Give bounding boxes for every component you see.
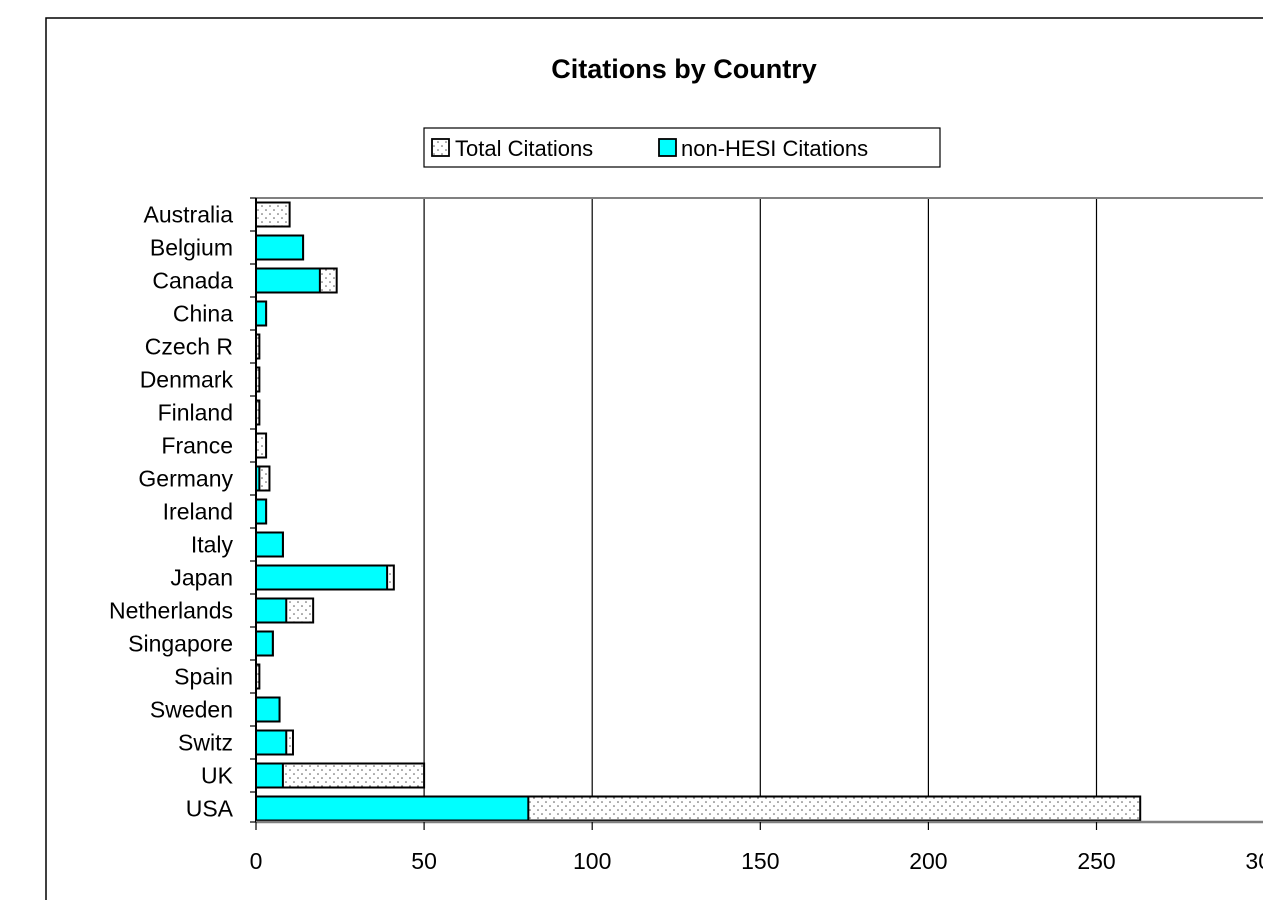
y-tick-label: Italy: [191, 532, 234, 558]
x-tick-label: 150: [741, 848, 779, 874]
bar-non-hesi-citations: [255, 795, 530, 822]
legend-swatch-non-hesi: [658, 138, 677, 157]
y-tick-label: China: [173, 301, 233, 327]
legend-box: [423, 127, 941, 168]
bar-non-hesi-citations: [255, 762, 284, 789]
plot-area: Australia Belgium Canada China Czech R Denmar…: [109, 197, 1263, 874]
bar-non-hesi-citations: [255, 300, 268, 327]
y-tick-label: Singapore: [128, 631, 233, 657]
y-tick-label: Netherlands: [109, 598, 233, 624]
x-tick-label: 100: [573, 848, 611, 874]
bar-non-hesi-citations: [255, 696, 281, 723]
y-tick-label: USA: [186, 796, 234, 822]
y-tick-label: Switz: [178, 730, 233, 756]
y-tick-label: Canada: [152, 268, 233, 294]
bar-non-hesi-citations: [255, 498, 268, 525]
y-tick-label: Finland: [158, 400, 233, 426]
bar-non-hesi-citations: [255, 531, 284, 558]
y-tick-label: Czech R: [145, 334, 233, 360]
bar-non-hesi-citations: [255, 267, 321, 294]
y-tick-label: Sweden: [150, 697, 233, 723]
x-tick-label: 200: [909, 848, 947, 874]
y-tick-label: France: [161, 433, 233, 459]
y-tick-label: Australia: [144, 202, 234, 228]
bar-non-hesi-citations: [255, 234, 305, 261]
bar-total-citations: [255, 201, 291, 228]
legend-label-total: Total Citations: [455, 136, 593, 161]
x-tick-label: 0: [250, 848, 263, 874]
y-tick-label: Japan: [170, 565, 233, 591]
x-tick-label: 250: [1077, 848, 1115, 874]
y-tick-label: Spain: [174, 664, 233, 690]
bar-total-citations: [255, 432, 268, 459]
x-tick-label: 50: [411, 848, 437, 874]
y-tick-label: Denmark: [140, 367, 234, 393]
y-tick-label: Germany: [138, 466, 233, 492]
legend: Total Citations non-HESI Citations: [423, 127, 941, 168]
y-tick-label: UK: [201, 763, 234, 789]
y-tick-label: Ireland: [163, 499, 233, 525]
bar-non-hesi-citations: [255, 729, 288, 756]
x-tick-label: 300: [1245, 848, 1263, 874]
bar-non-hesi-citations: [255, 564, 389, 591]
legend-label-non-hesi: non-HESI Citations: [681, 136, 868, 161]
bar-non-hesi-citations: [255, 630, 274, 657]
chart-title: Citations by Country: [551, 54, 817, 84]
legend-swatch-total: [431, 138, 450, 157]
bar-non-hesi-citations: [255, 597, 288, 624]
y-tick-label: Belgium: [150, 235, 233, 261]
